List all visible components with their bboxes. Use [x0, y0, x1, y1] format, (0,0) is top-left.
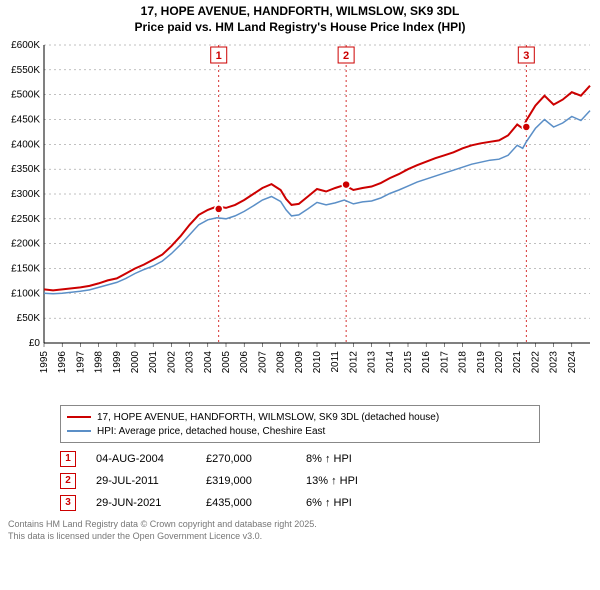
x-tick-label: 2024	[567, 351, 578, 374]
y-tick-label: £0	[29, 338, 41, 349]
x-tick-label: 1999	[112, 351, 123, 374]
legend-box: 17, HOPE AVENUE, HANDFORTH, WILMSLOW, SK…	[60, 405, 540, 443]
event-price: £270,000	[206, 453, 286, 465]
title-line-1: 17, HOPE AVENUE, HANDFORTH, WILMSLOW, SK…	[0, 4, 600, 20]
x-tick-label: 2021	[512, 351, 523, 374]
y-tick-label: £200K	[11, 239, 40, 250]
y-tick-label: £150K	[11, 264, 40, 275]
x-tick-label: 2020	[494, 351, 505, 374]
y-tick-label: £50K	[17, 313, 41, 324]
x-tick-label: 2004	[203, 351, 214, 374]
legend-swatch	[67, 430, 91, 432]
y-tick-label: £400K	[11, 140, 40, 151]
x-tick-label: 2009	[294, 351, 305, 374]
chart-area: £0 £50K £100K £150K £200K £250K £300K £350K £400…	[0, 39, 600, 399]
legend-swatch	[67, 416, 91, 418]
x-tick-label: 2018	[458, 351, 469, 374]
x-tick-label: 2016	[421, 351, 432, 374]
x-tick-label: 2017	[439, 351, 450, 374]
x-tick-label: 2015	[403, 351, 414, 374]
sale-point	[522, 123, 530, 131]
x-tick-label: 1997	[75, 351, 86, 374]
legend-item: HPI: Average price, detached house, Ches…	[67, 424, 533, 438]
x-tick-label: 2022	[530, 351, 541, 374]
footer-line-1: Contains HM Land Registry data © Crown c…	[8, 519, 592, 531]
y-tick-label: £350K	[11, 164, 40, 175]
footer-attribution: Contains HM Land Registry data © Crown c…	[8, 519, 592, 548]
sale-point	[342, 181, 350, 189]
x-tick-label: 2003	[185, 351, 196, 374]
legend-item: 17, HOPE AVENUE, HANDFORTH, WILMSLOW, SK…	[67, 410, 533, 424]
y-tick-label: £300K	[11, 189, 40, 200]
event-delta: 13% ↑ HPI	[306, 475, 396, 487]
y-tick-label: £450K	[11, 115, 40, 126]
y-tick-label: £100K	[11, 289, 40, 300]
event-delta: 6% ↑ HPI	[306, 497, 396, 509]
event-number-badge: 2	[60, 473, 76, 489]
event-price: £435,000	[206, 497, 286, 509]
y-tick-label: £600K	[11, 40, 40, 51]
event-marker-number: 3	[523, 50, 529, 62]
x-tick-label: 2019	[476, 351, 487, 374]
events-table: 1 04-AUG-2004 £270,000 8% ↑ HPI 2 29-JUL-2011…	[60, 451, 540, 511]
x-tick-label: 1998	[94, 351, 105, 374]
x-tick-label: 2013	[367, 351, 378, 374]
x-tick-label: 2001	[148, 351, 159, 374]
x-tick-label: 2002	[166, 351, 177, 374]
x-tick-label: 2010	[312, 351, 323, 374]
event-number-badge: 3	[60, 495, 76, 511]
legend-label: 17, HOPE AVENUE, HANDFORTH, WILMSLOW, SK…	[97, 412, 439, 423]
y-tick-label: £250K	[11, 214, 40, 225]
event-date: 04-AUG-2004	[96, 453, 186, 465]
event-number-badge: 1	[60, 451, 76, 467]
y-tick-label: £500K	[11, 90, 40, 101]
x-tick-label: 1995	[39, 351, 50, 374]
event-delta: 8% ↑ HPI	[306, 453, 396, 465]
event-marker-number: 2	[343, 50, 349, 62]
event-row: 1 04-AUG-2004 £270,000 8% ↑ HPI	[60, 451, 540, 467]
x-tick-label: 2000	[130, 351, 141, 374]
event-date: 29-JUL-2011	[96, 475, 186, 487]
x-tick-label: 2008	[276, 351, 287, 374]
event-row: 2 29-JUL-2011 £319,000 13% ↑ HPI	[60, 473, 540, 489]
sale-point	[215, 205, 223, 213]
event-date: 29-JUN-2021	[96, 497, 186, 509]
x-tick-label: 2023	[549, 351, 560, 374]
chart-title: 17, HOPE AVENUE, HANDFORTH, WILMSLOW, SK…	[0, 0, 600, 35]
x-tick-label: 2011	[330, 351, 341, 373]
x-tick-label: 2005	[221, 351, 232, 374]
event-marker-number: 1	[216, 50, 222, 62]
footer-line-2: This data is licensed under the Open Gov…	[8, 531, 592, 543]
x-tick-label: 2012	[348, 351, 359, 374]
y-tick-label: £550K	[11, 65, 40, 76]
x-tick-label: 2006	[239, 351, 250, 374]
title-line-2: Price paid vs. HM Land Registry's House …	[0, 20, 600, 36]
x-tick-label: 1996	[57, 351, 68, 374]
event-price: £319,000	[206, 475, 286, 487]
legend-label: HPI: Average price, detached house, Ches…	[97, 426, 325, 437]
event-row: 3 29-JUN-2021 £435,000 6% ↑ HPI	[60, 495, 540, 511]
chart-container: 17, HOPE AVENUE, HANDFORTH, WILMSLOW, SK…	[0, 0, 600, 549]
line-chart: £0 £50K £100K £150K £200K £250K £300K £350K £400…	[0, 39, 600, 399]
x-tick-label: 2007	[257, 351, 268, 374]
x-tick-label: 2014	[385, 351, 396, 374]
